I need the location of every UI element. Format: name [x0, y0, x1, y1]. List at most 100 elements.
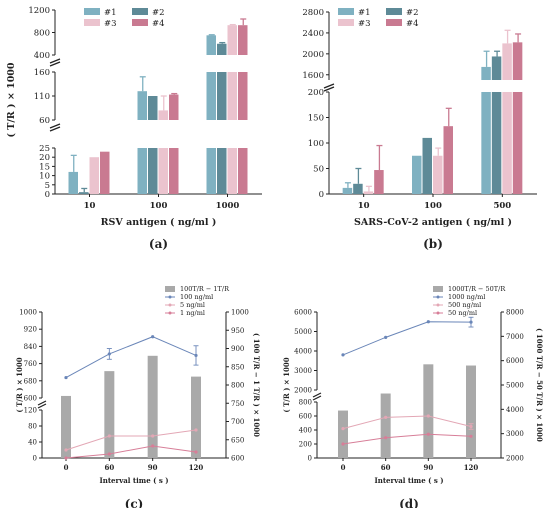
axis-break-mark	[49, 61, 61, 67]
bar-s4-500	[512, 92, 523, 194]
chart-caption: (b)	[423, 237, 443, 251]
line-point	[107, 434, 111, 438]
legend-label: 1 ng/ml	[180, 309, 205, 317]
y-tick-label: 680	[24, 377, 37, 385]
y-tick-label: 3000	[294, 367, 312, 375]
bar-s1-1000	[206, 148, 216, 194]
legend-swatch	[338, 8, 354, 15]
y-tick-label: 100	[308, 139, 324, 149]
bar-s3-10	[363, 191, 374, 194]
bar-90	[147, 355, 158, 458]
bar-s3-100	[433, 155, 443, 194]
y2-tick-label: 800	[231, 382, 244, 390]
legend-label: 1000 ng/ml	[448, 293, 485, 301]
y2-tick-label: 600	[231, 455, 244, 463]
line-point	[151, 335, 155, 339]
bar-s2-1000	[217, 148, 227, 194]
x-tick-label: 500	[493, 201, 511, 211]
bar-s4-100	[443, 126, 453, 194]
legend-swatch-point	[168, 303, 172, 307]
legend-label: #1	[358, 8, 371, 18]
line-series	[65, 429, 197, 451]
y-axis-title: ( T/R ) × 1000	[282, 357, 291, 412]
y-tick-label: 10	[39, 172, 50, 182]
y-tick-label: 1600	[302, 71, 324, 81]
legend-swatch	[132, 19, 148, 26]
y-tick-label: 20	[39, 153, 50, 163]
line-series	[342, 433, 472, 445]
line-point	[64, 448, 68, 452]
line-series	[65, 445, 197, 459]
y2-tick-label: 3000	[506, 430, 524, 438]
line-point	[469, 434, 473, 438]
line-point	[384, 335, 388, 339]
y2-tick-label: 650	[231, 436, 244, 444]
bar-s3-1000	[227, 25, 237, 55]
y-tick-label: 0	[45, 190, 50, 200]
legend-swatch-point	[436, 303, 440, 307]
chart-caption: (d)	[399, 497, 419, 508]
legend-swatch	[84, 19, 100, 26]
line-point	[64, 456, 68, 460]
y-tick-label: 40	[28, 439, 37, 447]
legend-label: 1000T/R − 50T/R	[448, 285, 506, 293]
x-tick-label: 10	[358, 201, 370, 211]
line-point	[384, 436, 388, 440]
y-tick-label: 4000	[294, 348, 312, 356]
legend-label: 5 ng/ml	[180, 301, 205, 309]
x-tick-label: 60	[381, 463, 391, 472]
y-tick-label: 60	[39, 116, 50, 126]
y-tick-label: 1000	[19, 309, 37, 317]
bar-s1-100	[412, 155, 422, 194]
y-axis-title: ( T/R ) × 1000	[6, 62, 17, 137]
bar-s4-1000	[238, 148, 248, 194]
y2-tick-label: 6000	[506, 357, 524, 365]
legend-label: 50 ng/ml	[448, 309, 477, 317]
bar-s4-1000	[238, 25, 248, 55]
y-tick-label: 120	[24, 407, 37, 415]
legend-swatch-bar	[165, 286, 175, 292]
legend-label: 100T/R − 1T/R	[180, 285, 230, 293]
y-tick-label: 15	[39, 162, 50, 172]
bar-s2-500	[491, 56, 502, 80]
bar-s1-500	[481, 66, 491, 80]
y2-tick-label: 8000	[506, 309, 524, 317]
y2-tick-label: 850	[231, 363, 244, 371]
x-axis-title: Interval time ( s )	[99, 476, 168, 485]
legend-swatch-point	[436, 311, 440, 315]
y-tick-label: 200	[308, 88, 324, 98]
y-tick-label: 0	[308, 455, 312, 463]
bar-60	[380, 393, 391, 458]
legend-label: #2	[406, 8, 419, 18]
x-tick-label: 90	[148, 463, 158, 472]
y2-tick-label: 1000	[231, 309, 249, 317]
bar-s2-1000	[217, 72, 227, 120]
bar-s4-10	[374, 170, 384, 194]
chart-c-svg: 0408012060068076084092010006006507007508…	[15, 285, 261, 511]
bar-s3-500	[502, 43, 512, 80]
line-point	[194, 353, 198, 358]
y2-tick-label: 750	[231, 400, 244, 408]
line-point	[107, 352, 111, 356]
y-tick-label: 760	[24, 360, 37, 368]
x-tick-label: 1000	[216, 201, 240, 211]
y2-tick-label: 7000	[506, 333, 524, 341]
y-tick-label: 80	[28, 423, 37, 431]
y-tick-label: 400	[299, 427, 312, 435]
y2-tick-label: 4000	[506, 406, 524, 414]
x-tick-label: 120	[189, 463, 204, 472]
bar-90	[423, 364, 434, 458]
y-tick-label: 2000	[302, 50, 324, 60]
y-tick-label: 5	[45, 181, 50, 191]
bar-120	[466, 365, 476, 458]
line-point	[64, 375, 68, 380]
line-point	[469, 424, 473, 429]
y-tick-label: 0	[319, 190, 324, 200]
y-tick-label: 2000	[294, 387, 312, 395]
bar-s4-1000	[238, 72, 248, 120]
legend-swatch-bar	[433, 286, 443, 292]
axis-break-mark	[49, 58, 61, 64]
legend-label: #3	[104, 19, 117, 29]
line-point	[341, 442, 345, 446]
line-point	[341, 427, 345, 431]
